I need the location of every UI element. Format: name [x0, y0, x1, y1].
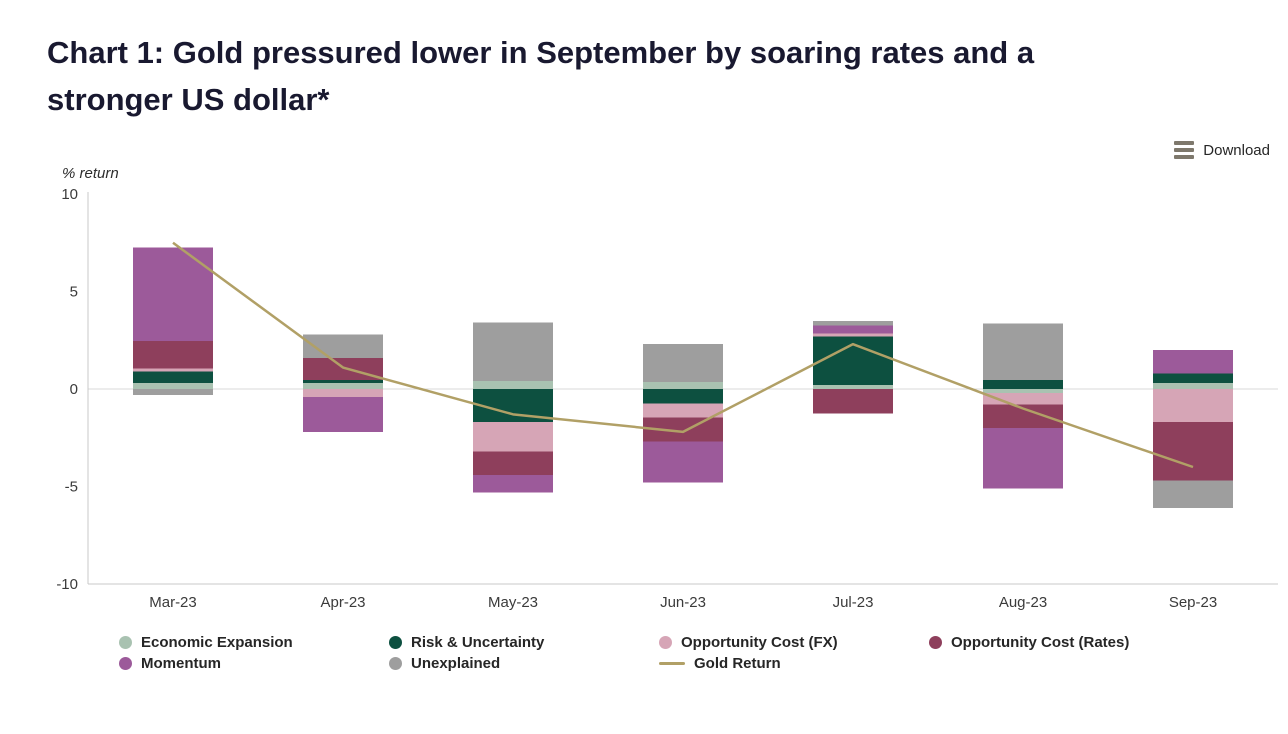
- chart-title: Chart 1: Gold pressured lower in Septemb…: [47, 30, 1237, 123]
- legend-item-gold-return[interactable]: Gold Return: [659, 655, 929, 672]
- x-tick-label: Apr-23: [320, 594, 365, 611]
- bar-segment: [813, 389, 893, 414]
- bar-segment: [983, 323, 1063, 381]
- bar-segment: [813, 385, 893, 389]
- legend-dot-marker: [389, 636, 402, 649]
- hamburger-menu-icon: [1174, 141, 1195, 159]
- legend-item-economic-expansion[interactable]: Economic Expansion: [119, 634, 389, 651]
- legend-label: Opportunity Cost (Rates): [951, 634, 1130, 651]
- bar-segment: [643, 344, 723, 383]
- bar-segment: [133, 371, 213, 384]
- chart-toolbar: Download: [0, 137, 1288, 163]
- bar-segment: [983, 404, 1063, 428]
- bar-segment: [1153, 480, 1233, 508]
- bar-segment: [1153, 422, 1233, 481]
- bar-segment: [1153, 383, 1233, 389]
- bar-segment: [133, 389, 213, 395]
- bar-segment: [303, 383, 383, 389]
- gold-return-line: [172, 241, 1194, 469]
- legend-dot-marker: [929, 636, 942, 649]
- y-tick-label: 0: [70, 381, 78, 398]
- bar-segment: [983, 428, 1063, 489]
- y-tick-label: 5: [70, 284, 78, 301]
- bar-segment: [983, 380, 1063, 389]
- legend-label: Gold Return: [694, 655, 781, 672]
- bar-segment: [303, 396, 383, 432]
- chart-title-line-1: Chart 1: Gold pressured lower in Septemb…: [47, 35, 1035, 70]
- gold-return-attribution-chart: 10 5 0 -5 -10 Mar-23 Apr-23 May-23 Jun-23 Jul-23 A…: [56, 186, 1278, 611]
- bar-segment: [473, 422, 553, 452]
- x-tick-label: Jul-23: [833, 594, 874, 611]
- bar-segment: [983, 392, 1063, 405]
- legend-item-risk-uncertainty[interactable]: Risk & Uncertainty: [389, 634, 659, 651]
- legend-dot-marker: [119, 636, 132, 649]
- x-tick-label: Jun-23: [660, 594, 706, 611]
- legend-label: Opportunity Cost (FX): [681, 634, 838, 651]
- legend-dot-marker: [119, 657, 132, 670]
- bar-segment: [473, 451, 553, 475]
- legend-line-marker: [659, 662, 685, 665]
- bar-segment: [643, 441, 723, 483]
- bar-segment: [473, 474, 553, 493]
- x-tick-label: Sep-23: [1169, 594, 1217, 611]
- legend-item-opportunity-cost-fx[interactable]: Opportunity Cost (FX): [659, 634, 929, 651]
- bar-segment: [1153, 373, 1233, 384]
- download-label: Download: [1203, 141, 1270, 159]
- bar-segment: [643, 389, 723, 404]
- download-button[interactable]: Download: [1174, 141, 1270, 159]
- chart-legend: Economic Expansion Risk & Uncertainty Oppo…: [119, 634, 1288, 672]
- x-tick-label: Mar-23: [149, 594, 197, 611]
- legend-item-momentum[interactable]: Momentum: [119, 655, 389, 672]
- chart-header: Chart 1: Gold pressured lower in Septemb…: [0, 0, 1288, 123]
- bar-segment: [473, 322, 553, 382]
- y-tick-label: -5: [65, 479, 78, 496]
- legend-dot-marker: [389, 657, 402, 670]
- bar-segment: [643, 382, 723, 389]
- x-tick-label: May-23: [488, 594, 538, 611]
- legend-label: Risk & Uncertainty: [411, 634, 545, 651]
- y-axis-title: % return: [62, 165, 119, 182]
- bar-segment: [813, 333, 893, 337]
- bar-segment: [133, 368, 213, 372]
- bar-segment: [133, 383, 213, 389]
- y-tick-label: 10: [61, 186, 78, 203]
- chart-title-line-2: stronger US dollar*: [47, 81, 330, 117]
- bar-segment: [133, 247, 213, 342]
- bar-segment: [813, 325, 893, 334]
- bar-segment: [983, 389, 1063, 393]
- legend-item-unexplained[interactable]: Unexplained: [389, 655, 659, 672]
- bar-segment: [133, 341, 213, 369]
- x-tick-label: Aug-23: [999, 594, 1047, 611]
- legend-label: Momentum: [141, 655, 221, 672]
- bar-segment: [643, 403, 723, 418]
- legend-label: Unexplained: [411, 655, 501, 672]
- bar-segment: [813, 320, 893, 326]
- bar-segment: [473, 381, 553, 389]
- bar-segment: [303, 357, 383, 381]
- bar-segment: [303, 389, 383, 397]
- bar-segment: [1153, 389, 1233, 423]
- y-tick-label: -10: [56, 576, 78, 593]
- bar-segment: [1153, 350, 1233, 374]
- bar-segment: [303, 380, 383, 384]
- legend-dot-marker: [659, 636, 672, 649]
- legend-label: Economic Expansion: [141, 634, 293, 651]
- legend-item-opportunity-cost-rates[interactable]: Opportunity Cost (Rates): [929, 634, 1199, 651]
